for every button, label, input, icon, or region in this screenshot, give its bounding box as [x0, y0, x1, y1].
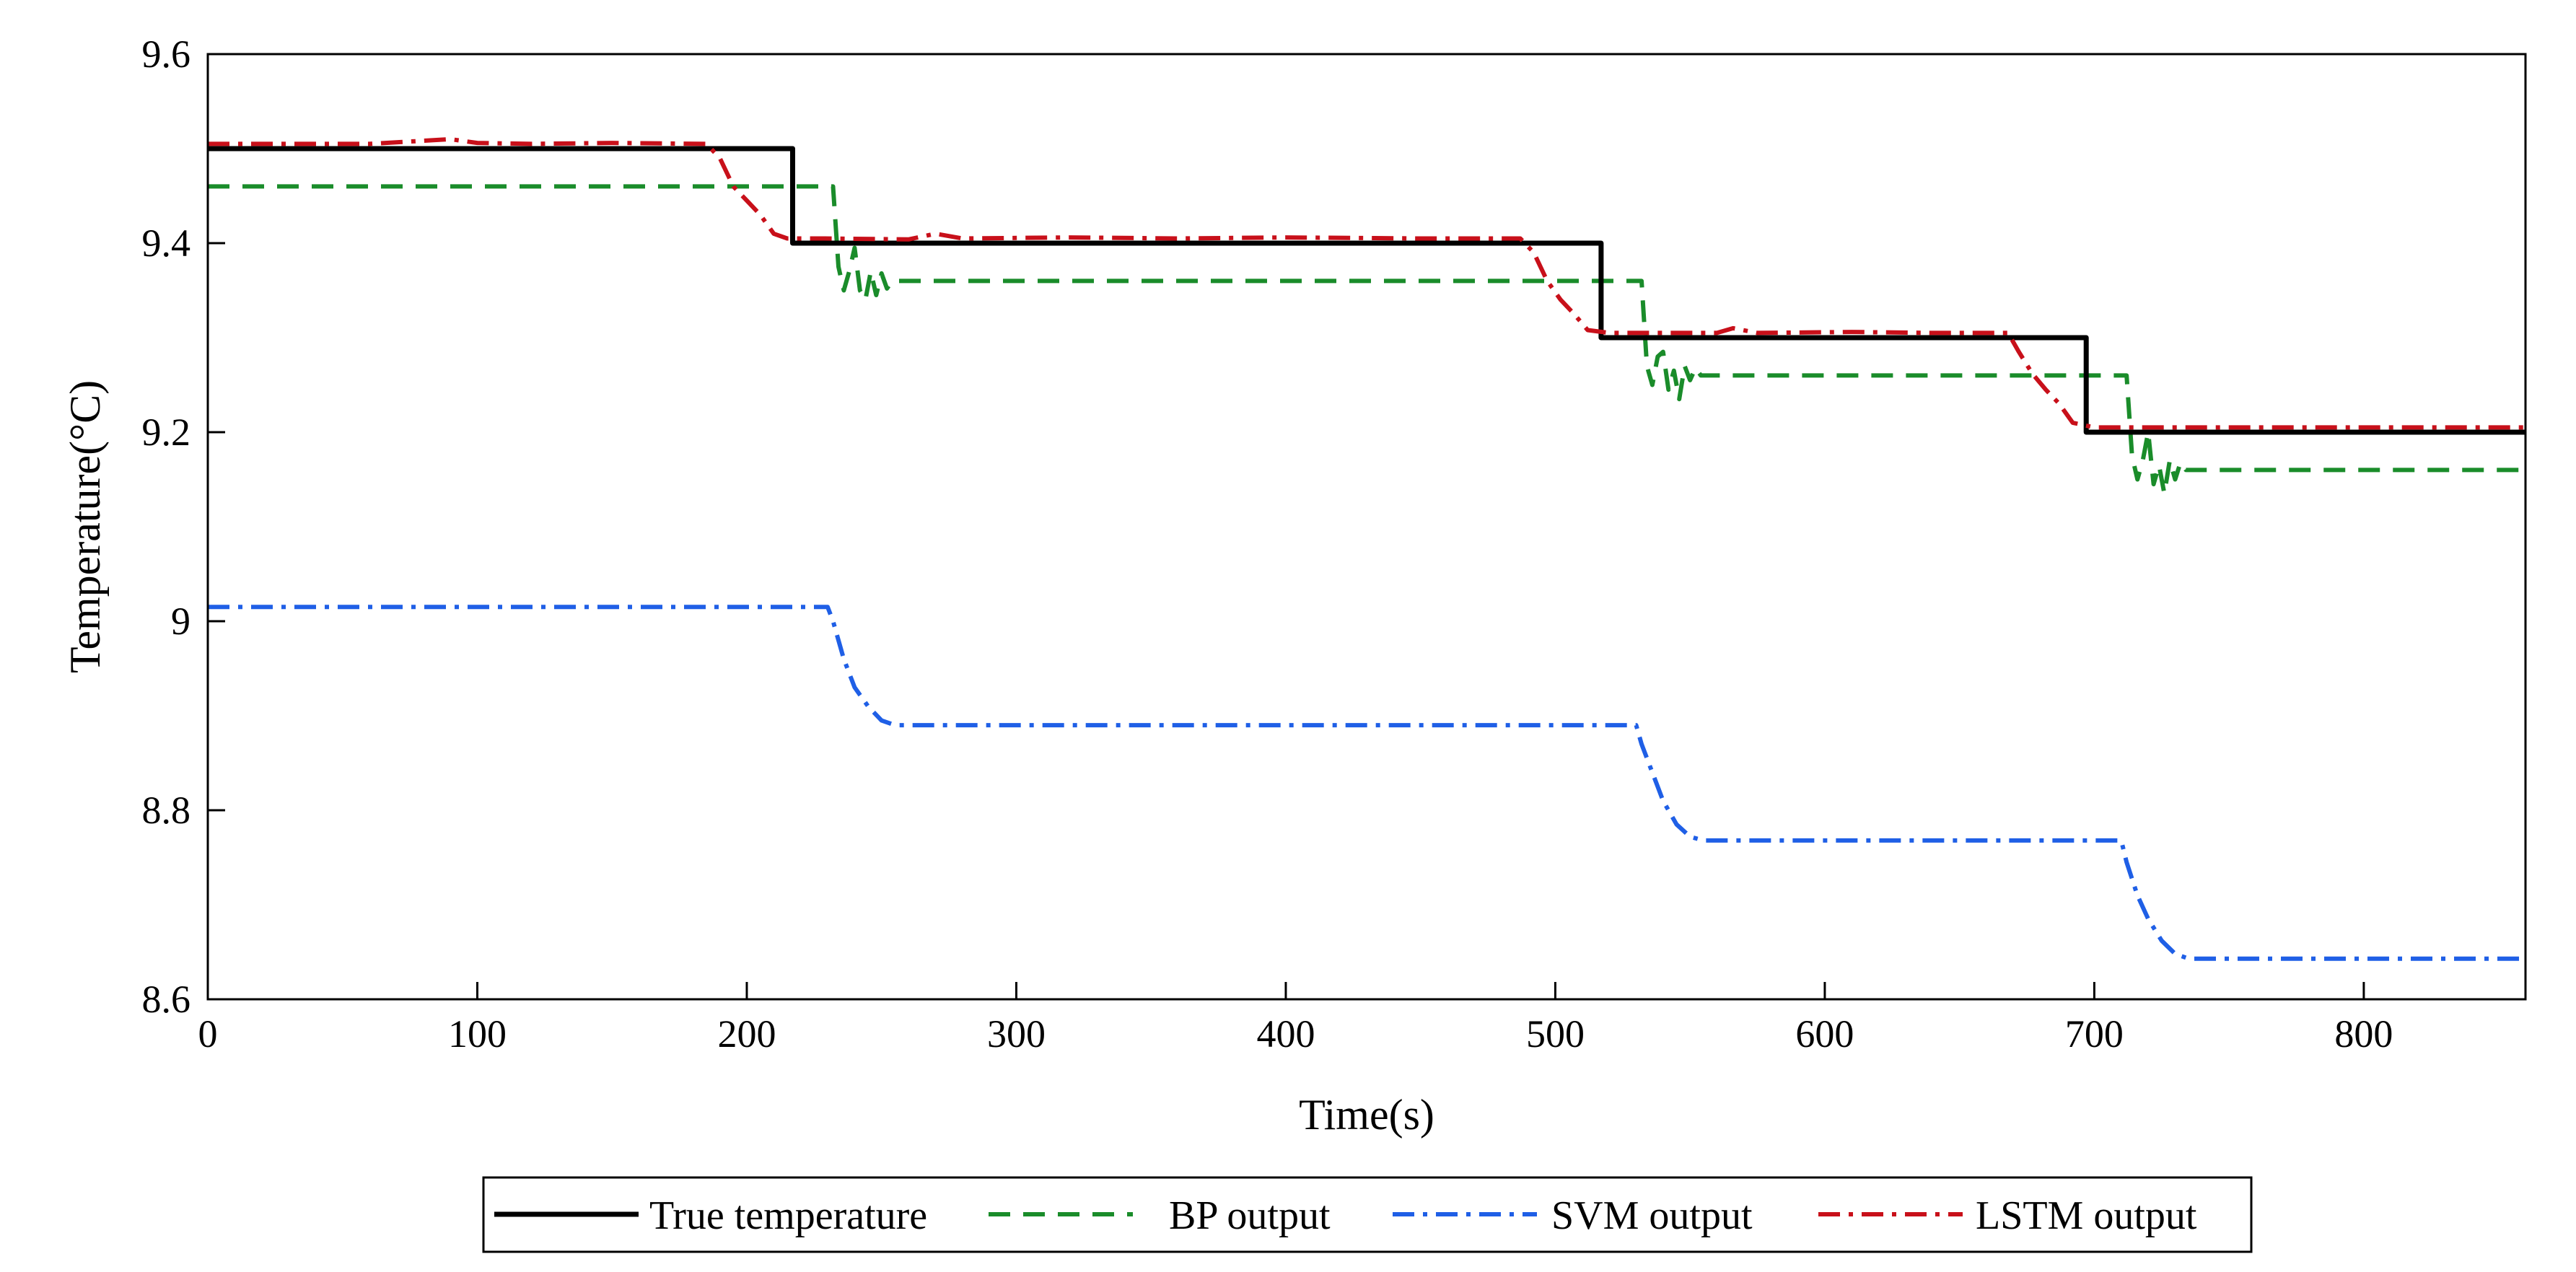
x-tick-label: 300: [987, 1012, 1046, 1056]
x-tick-label: 0: [198, 1012, 218, 1056]
legend-label: LSTM output: [1976, 1193, 2197, 1238]
ticks-layer: [206, 53, 2365, 1001]
legend-label: SVM output: [1551, 1193, 1753, 1238]
x-tick-label: 200: [717, 1012, 776, 1056]
tick-labels-layer: 0 100 200 300 400 500 600 700 800 8.6 8.8 9 9.2 9.4 9.…: [142, 32, 2393, 1056]
legend: True temperature BP output SVM output LSTM …: [482, 1176, 2253, 1253]
x-axis-title: Time(s): [1299, 1091, 1434, 1139]
y-tick-label: 8.6: [142, 978, 191, 1021]
x-tick-label: 800: [2334, 1012, 2393, 1056]
legend-label: BP output: [1169, 1193, 1331, 1238]
y-tick-label: 9.2: [142, 411, 191, 454]
x-tick-label: 100: [448, 1012, 507, 1056]
y-tick-label: 8.8: [142, 789, 191, 832]
y-tick-label: 9.6: [142, 32, 191, 76]
y-axis-title: Temperature(°C): [61, 380, 109, 673]
series-line-svm-output: [208, 605, 2525, 961]
plot-area-frame: [206, 53, 2527, 1001]
x-tick-label: 600: [1795, 1012, 1854, 1056]
x-tick-label: 700: [2065, 1012, 2124, 1056]
y-tick-label: 9.4: [142, 221, 191, 265]
x-tick-label: 500: [1526, 1012, 1585, 1056]
y-tick-label: 9: [171, 600, 190, 643]
legend-label: True temperature: [649, 1193, 927, 1238]
series-line-true-temperature: [208, 146, 2525, 435]
x-tick-label: 400: [1256, 1012, 1315, 1056]
series-layer: [208, 136, 2525, 961]
